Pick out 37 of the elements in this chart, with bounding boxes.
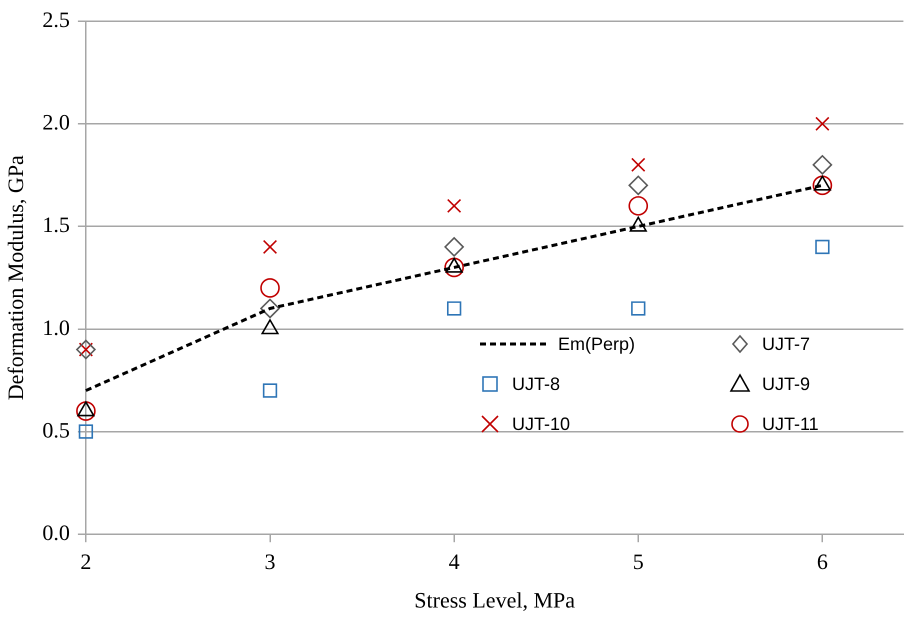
y-tick-label: 2.0 [42,110,70,135]
legend-label: UJT-11 [762,414,819,434]
point [815,240,830,254]
legend-label: UJT-10 [512,414,570,434]
point [260,298,280,318]
point [78,424,94,439]
y-tick-label: 2.5 [42,6,70,32]
point [628,196,648,216]
point [76,401,96,421]
x-axis-title: Stress Level, MPa [414,588,576,613]
y-tick-label: 0.0 [42,520,70,545]
point [812,176,832,196]
legend-label: UJT-8 [512,374,560,394]
x-tick-label: 3 [264,549,276,574]
point [812,155,832,175]
x-tick-label: 6 [816,549,828,574]
y-tick-label: 0.5 [42,417,70,442]
point [815,116,830,131]
point [631,301,646,316]
point [446,301,462,316]
x-tick-label: 5 [632,549,644,574]
legend-label: UJT-7 [762,334,810,354]
legend-label: UJT-9 [762,374,810,394]
point [631,158,646,172]
point [446,198,462,214]
y-tick-label: 1.0 [42,314,70,340]
point [260,278,280,298]
point [444,258,464,278]
y-tick-label: 1.5 [42,212,70,238]
x-tick-label: 2 [80,549,92,574]
point [444,237,464,257]
x-tick-label: 4 [448,549,460,574]
point [262,383,278,398]
point [262,240,278,254]
y-axis-title: Deformation Modulus, GPa [2,154,28,400]
legend-label: Em(Perp) [558,334,636,354]
point [628,176,648,196]
